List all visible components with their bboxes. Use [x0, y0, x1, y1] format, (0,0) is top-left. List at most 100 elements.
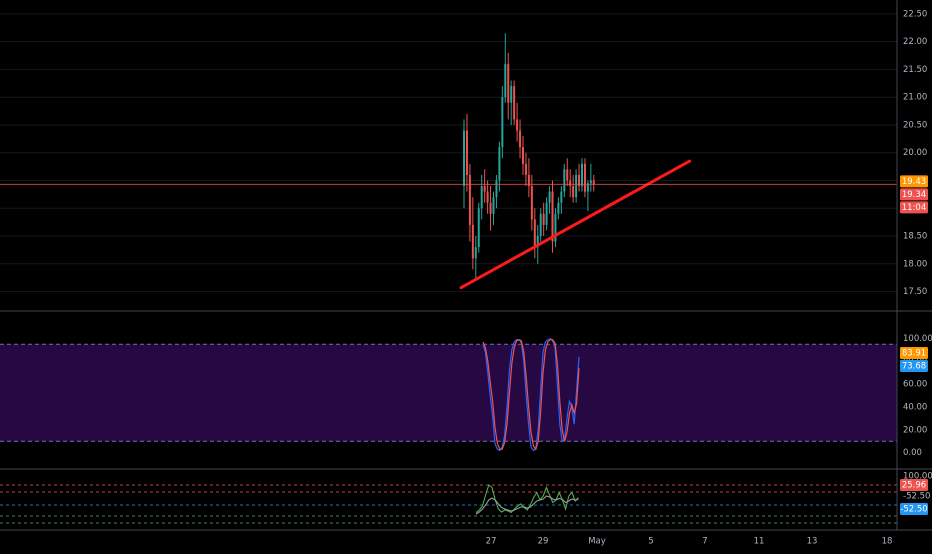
candle-body — [480, 186, 483, 209]
stochastic-series-line — [482, 339, 580, 451]
candle-body — [533, 219, 536, 248]
candle-body — [560, 191, 563, 203]
candle-body — [563, 169, 566, 192]
stochastic-series-line — [482, 337, 580, 452]
candle-body — [489, 202, 492, 214]
countdown-badge: 11:04 — [902, 203, 927, 213]
candle-body — [569, 180, 572, 187]
pane-separators — [0, 0, 932, 531]
stochastic-badge: 73.68 — [902, 362, 926, 372]
candle-body — [536, 236, 539, 248]
price-tick-label: 20.50 — [903, 120, 927, 130]
candle-body — [524, 163, 527, 175]
candle-body — [495, 180, 498, 198]
candle-body — [471, 224, 474, 259]
price-badge: 19.34 — [902, 190, 926, 200]
trendline[interactable] — [459, 159, 692, 290]
stochastic-tick-label: 20.00 — [903, 425, 927, 435]
candle-body — [522, 147, 524, 164]
candle-body — [516, 119, 519, 131]
candles — [463, 33, 595, 281]
price-tick-label: 22.50 — [903, 9, 927, 19]
oscillator-badge: -52.50 — [900, 505, 927, 515]
candle-body — [530, 186, 533, 220]
oscillator-series-line — [475, 495, 579, 515]
oscillator-badge-bg — [900, 479, 928, 491]
candle-body — [486, 191, 489, 203]
candle-body — [589, 180, 592, 184]
oscillator-lines — [475, 484, 579, 515]
price-badge-bg — [900, 188, 928, 201]
price-tick-label: 17.50 — [903, 287, 927, 297]
candle-body — [507, 63, 510, 103]
candle-body — [551, 191, 554, 242]
stochastic-badge-bg — [900, 360, 928, 372]
candle-body — [539, 213, 542, 237]
oscillator-pane[interactable] — [0, 484, 897, 524]
stochastic-band — [0, 344, 897, 442]
candle-body — [578, 174, 581, 187]
candle-body — [592, 180, 595, 185]
time-axis[interactable]: 27 29 May 5 7 11 13 18 — [486, 537, 893, 547]
time-tick-label: May — [588, 537, 606, 547]
candle-body — [557, 202, 560, 214]
time-tick-label: 18 — [882, 537, 893, 547]
price-tick-label: 22.00 — [903, 37, 927, 47]
candle-body — [583, 163, 586, 192]
price-tick-label: 18.00 — [903, 259, 927, 269]
candle-body — [463, 130, 465, 187]
candle-body — [581, 163, 583, 187]
candle-body — [554, 213, 557, 242]
candle-body — [548, 191, 551, 203]
stochastic-tick-label: 0.00 — [903, 448, 922, 458]
stochastic-badge-bg — [900, 347, 928, 359]
price-tick-label: 21.50 — [903, 65, 927, 75]
price-badge-bg — [900, 175, 928, 188]
candle-body — [527, 174, 530, 187]
oscillator-tick-label: -52.50 — [903, 492, 930, 502]
candle-body — [545, 202, 548, 225]
candle-body — [477, 208, 480, 248]
candle-body — [492, 197, 495, 214]
oscillator-badge-bg — [900, 503, 928, 515]
stochastic-tick-label: 40.00 — [903, 403, 927, 413]
stochastic-lines — [482, 337, 580, 452]
time-tick-label: 7 — [702, 537, 707, 547]
price-pane[interactable] — [0, 13, 897, 293]
candle-body — [566, 169, 569, 181]
price-tick-label: 18.50 — [903, 232, 927, 242]
candle-body — [510, 86, 513, 103]
candle-body — [498, 147, 501, 181]
price-badge: 19.43 — [902, 177, 926, 187]
candle-body — [468, 174, 471, 225]
stochastic-grid — [0, 343, 897, 442]
time-tick-label: 27 — [486, 537, 497, 547]
candle-body — [504, 63, 507, 98]
candle-body — [575, 174, 578, 198]
candle-body — [465, 130, 468, 175]
candle-body — [513, 86, 516, 120]
candle-body — [501, 97, 504, 148]
time-tick-label: 5 — [648, 537, 653, 547]
time-tick-label: 13 — [807, 537, 818, 547]
candle-body — [586, 183, 589, 192]
candle-body — [572, 186, 575, 198]
stochastic-pane[interactable] — [0, 337, 897, 452]
time-tick-label: 29 — [538, 537, 549, 547]
price-tick-label: 21.00 — [903, 93, 927, 103]
stochastic-tick-label: 60.00 — [903, 380, 927, 390]
oscillator-series-line — [475, 484, 579, 514]
oscillator-badge: 25.96 — [902, 481, 926, 491]
candle-body — [519, 130, 522, 148]
countdown-badge-bg — [900, 201, 928, 214]
candle-body — [474, 247, 477, 259]
candle-body — [542, 213, 545, 225]
price-grid — [0, 13, 897, 293]
stochastic-badge: 83.91 — [902, 349, 926, 359]
time-tick-label: 11 — [754, 537, 765, 547]
candle-body — [483, 186, 486, 192]
